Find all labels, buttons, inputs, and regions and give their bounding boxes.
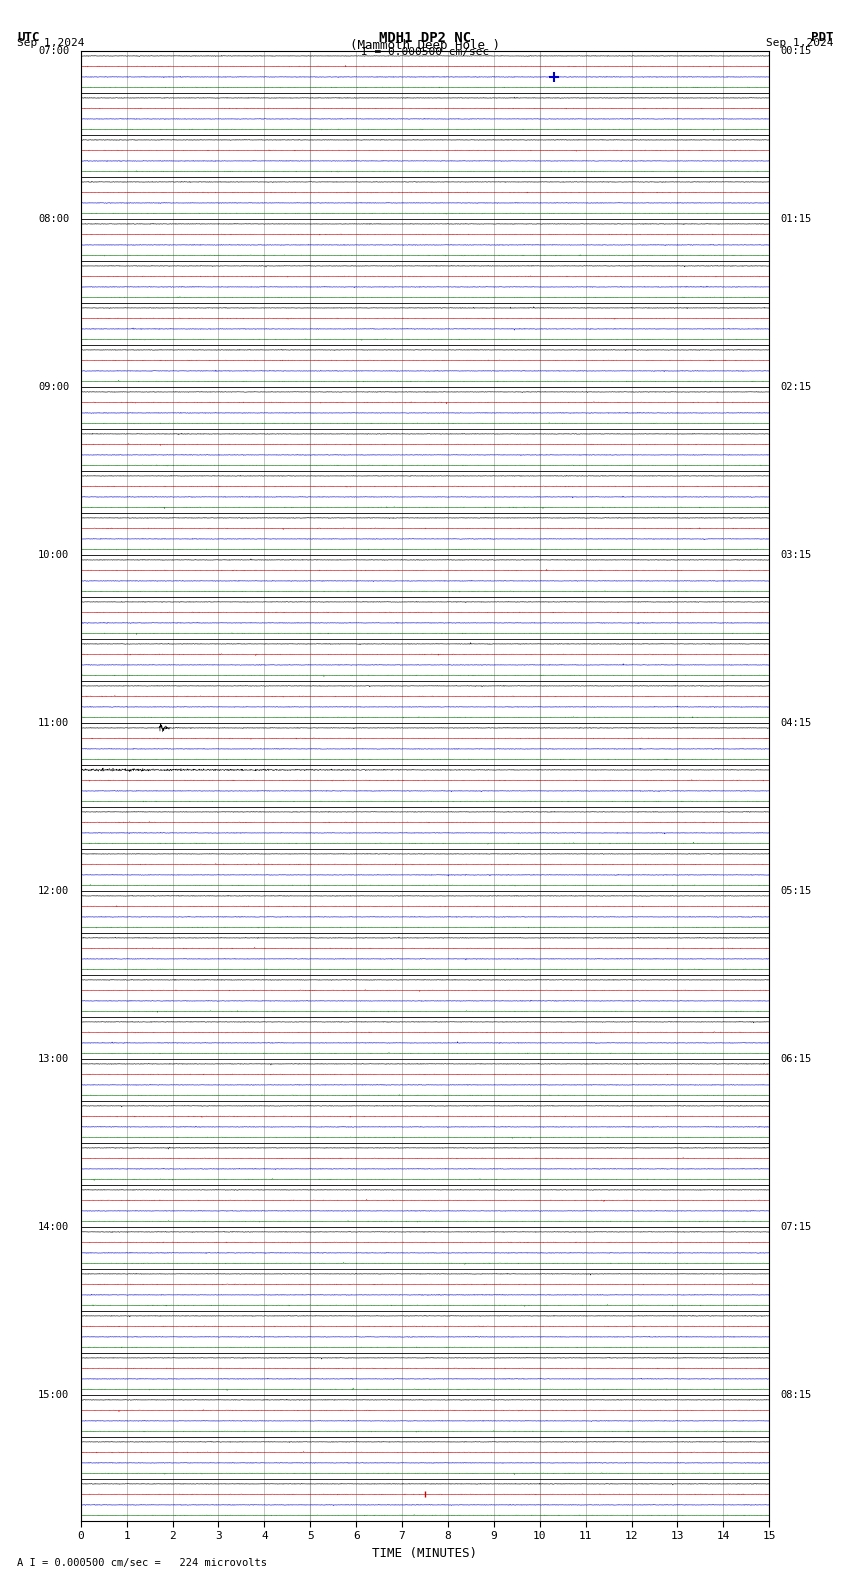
Text: 01:15: 01:15 [780, 214, 812, 223]
Text: 07:00: 07:00 [38, 46, 70, 55]
Text: UTC: UTC [17, 30, 39, 44]
Text: 08:00: 08:00 [38, 214, 70, 223]
Text: 02:15: 02:15 [780, 382, 812, 391]
Text: I = 0.000500 cm/sec: I = 0.000500 cm/sec [361, 46, 489, 57]
Text: PDT: PDT [811, 30, 833, 44]
Text: A I = 0.000500 cm/sec =   224 microvolts: A I = 0.000500 cm/sec = 224 microvolts [17, 1559, 267, 1568]
Text: 13:00: 13:00 [38, 1053, 70, 1063]
Text: (Mammoth Deep Hole ): (Mammoth Deep Hole ) [350, 38, 500, 52]
Text: 08:15: 08:15 [780, 1389, 812, 1400]
Text: 04:15: 04:15 [780, 718, 812, 727]
Text: 15:00: 15:00 [38, 1389, 70, 1400]
Text: 06:15: 06:15 [780, 1053, 812, 1063]
Text: 07:15: 07:15 [780, 1221, 812, 1232]
Text: 12:00: 12:00 [38, 885, 70, 895]
Text: 14:00: 14:00 [38, 1221, 70, 1232]
Text: Sep 1,2024: Sep 1,2024 [766, 38, 833, 49]
Text: 11:00: 11:00 [38, 718, 70, 727]
X-axis label: TIME (MINUTES): TIME (MINUTES) [372, 1546, 478, 1560]
Text: 10:00: 10:00 [38, 550, 70, 559]
Text: 05:15: 05:15 [780, 885, 812, 895]
Text: 09:00: 09:00 [38, 382, 70, 391]
Text: Sep 1,2024: Sep 1,2024 [17, 38, 84, 49]
Text: 03:15: 03:15 [780, 550, 812, 559]
Text: MDH1 DP2 NC: MDH1 DP2 NC [379, 30, 471, 44]
Text: 00:15: 00:15 [780, 46, 812, 55]
